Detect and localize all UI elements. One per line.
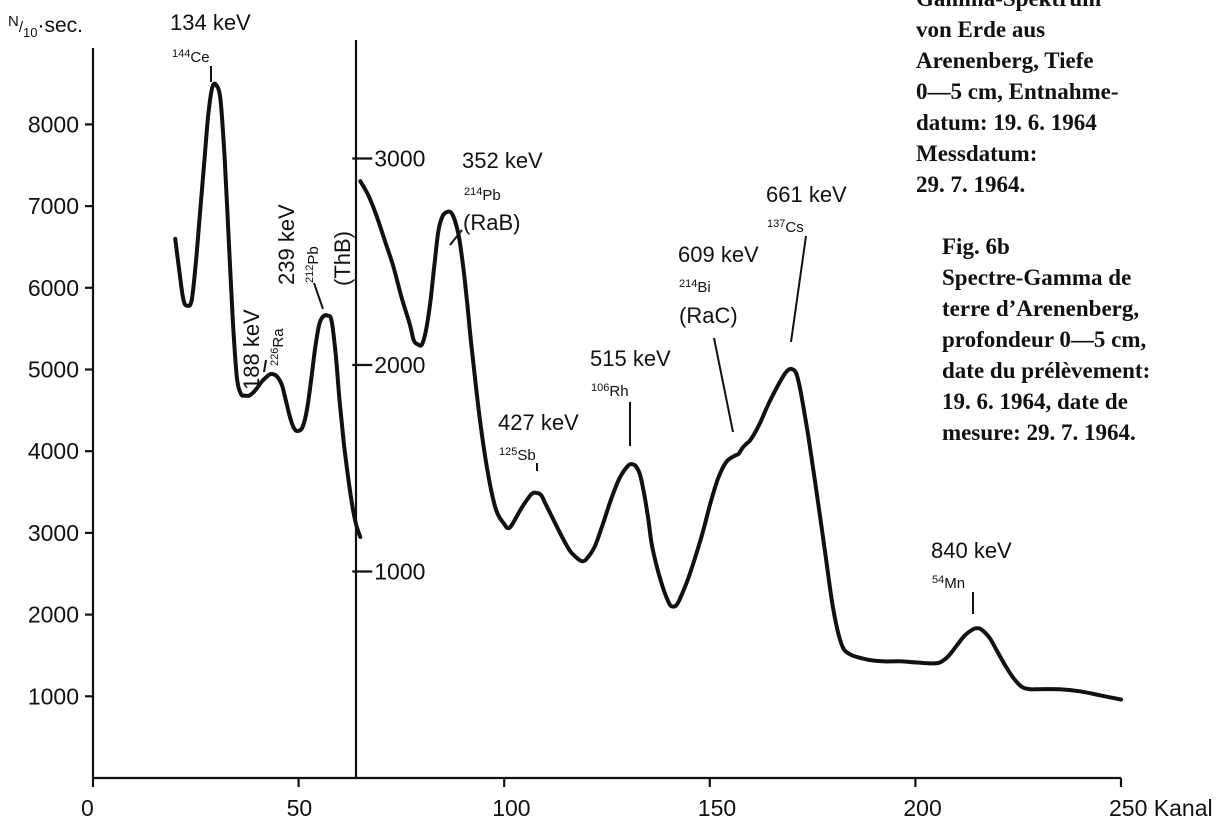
spectrum-curve-right [358, 179, 1123, 702]
left-y-tick-label: 5000 [28, 357, 79, 383]
left-y-tick-label: 1000 [28, 683, 79, 709]
x-tick-label: 0 [81, 795, 94, 821]
peak-energy-label: 188 keV [239, 309, 264, 390]
peak-annotation-ra226: 188 keV 226Ra [239, 309, 287, 390]
caption-line: Messdatum: [916, 141, 1037, 166]
peak-mass-number: 226 [269, 348, 281, 366]
x-tick-label: 200 [903, 795, 941, 821]
peak-annotation-cs137: 661 keV 137Cs [766, 182, 847, 343]
right-y-ticks: 1000 2000 3000 [352, 146, 425, 585]
caption-german: Gamma-Spektrum von Erde aus Arenenberg, … [916, 0, 1119, 197]
peak-annotation-bi214: 609 keV 214Bi (RaC) [678, 242, 759, 433]
peak-annotation-sb125: 427 keV 125Sb [498, 410, 579, 471]
left-y-tick-label: 4000 [28, 438, 79, 464]
peak-element-symbol: Rh [609, 383, 628, 400]
peak-energy-label: 840 keV [931, 538, 1012, 563]
peak-element-symbol: Sb [517, 447, 535, 464]
peak-annotation-mn54: 840 keV 54Mn [931, 538, 1012, 614]
caption-line: mesure: 29. 7. 1964. [942, 420, 1136, 445]
svg-text:214Pb: 214Pb [464, 186, 501, 204]
left-y-tick-label: 2000 [28, 602, 79, 628]
caption-line: 0—5 cm, Entnahme- [916, 79, 1119, 104]
peak-extra-label: (RaC) [679, 303, 738, 328]
svg-text:226Ra: 226Ra [269, 328, 287, 366]
caption-line: profondeur 0—5 cm, [942, 327, 1146, 352]
svg-text:54Mn: 54Mn [932, 574, 965, 592]
x-tick-label: 150 [698, 795, 736, 821]
x-tick-label: 100 [492, 795, 530, 821]
peak-annotation-ce144: 134 keV 144Ce [170, 10, 251, 82]
peak-energy-label: 609 keV [678, 242, 759, 267]
left-y-ticks: 1000 2000 3000 4000 5000 6000 7000 8000 [28, 111, 93, 709]
x-ticks: 0 50 100 150 200 250 Kanal [81, 778, 1213, 821]
svg-text:214Bi: 214Bi [679, 278, 711, 296]
peak-element-symbol: Cs [785, 219, 803, 236]
caption-line: Arenenberg, Tiefe [916, 48, 1094, 73]
svg-text:137Cs: 137Cs [767, 218, 804, 236]
peak-mass-number: 54 [932, 574, 944, 586]
peak-mass-number: 212 [304, 265, 316, 283]
left-y-tick-label: 3000 [28, 520, 79, 546]
right-y-tick-label: 1000 [374, 559, 425, 585]
right-y-tick-label: 2000 [374, 352, 425, 378]
caption-line: Gamma-Spektrum [916, 0, 1101, 11]
caption-line: date du prélèvement: [942, 358, 1150, 383]
svg-text:106Rh: 106Rh [591, 382, 629, 400]
spectrum-curve-left [173, 81, 363, 539]
caption-french: Fig. 6b Spectre-Gamma de terre d’Arenenb… [942, 234, 1150, 445]
peak-element-symbol: Mn [944, 575, 965, 592]
peak-extra-label: (RaB) [463, 210, 520, 235]
caption-line: Spectre-Gamma de [942, 265, 1131, 290]
y-axis-label: N/10·sec. [8, 13, 83, 40]
peak-annotation-pb214: 352 keV 214Pb (RaB) [449, 148, 543, 246]
left-y-tick-label: 7000 [28, 193, 79, 219]
peak-energy-label: 134 keV [170, 10, 251, 35]
peak-mass-number: 125 [499, 446, 517, 458]
right-y-tick-label: 3000 [374, 146, 425, 172]
svg-text:144Ce: 144Ce [172, 48, 210, 66]
peak-energy-label: 239 keV [274, 204, 299, 285]
peak-extra-label: (ThB) [330, 231, 355, 286]
peak-element-symbol: Pb [482, 187, 500, 204]
left-y-tick-label: 8000 [28, 111, 79, 137]
peak-energy-label: 515 keV [590, 346, 671, 371]
svg-text:125Sb: 125Sb [499, 446, 536, 464]
peak-element-symbol: Pb [305, 246, 322, 264]
peak-mass-number: 214 [679, 278, 697, 290]
caption-line: 29. 7. 1964. [916, 172, 1025, 197]
peak-energy-label: 427 keV [498, 410, 579, 435]
peak-energy-label: 352 keV [462, 148, 543, 173]
peak-mass-number: 144 [172, 48, 190, 60]
caption-line: datum: 19. 6. 1964 [916, 110, 1097, 135]
x-tick-label-last: 250 Kanal [1109, 795, 1213, 821]
svg-text:212Pb: 212Pb [304, 246, 322, 283]
peak-mass-number: 214 [464, 186, 482, 198]
peak-mass-number: 137 [767, 218, 785, 230]
peak-energy-label: 661 keV [766, 182, 847, 207]
caption-line: 19. 6. 1964, date de [942, 389, 1128, 414]
left-y-tick-label: 6000 [28, 275, 79, 301]
y-axis-label-unit: ·sec. [37, 14, 83, 37]
peak-mass-number: 106 [591, 382, 609, 394]
peak-annotation-rh106: 515 keV 106Rh [590, 346, 671, 446]
x-tick-label: 50 [287, 795, 313, 821]
peak-annotation-pb212: 239 keV 212Pb (ThB) [274, 204, 355, 310]
caption-line: von Erde aus [916, 17, 1045, 42]
peak-element-symbol: Ra [270, 328, 287, 348]
peak-element-symbol: Bi [697, 279, 710, 296]
caption-line: terre d’Arenenberg, [942, 296, 1139, 321]
peak-element-symbol: Ce [190, 49, 209, 66]
figure-number: Fig. 6b [942, 234, 1010, 259]
